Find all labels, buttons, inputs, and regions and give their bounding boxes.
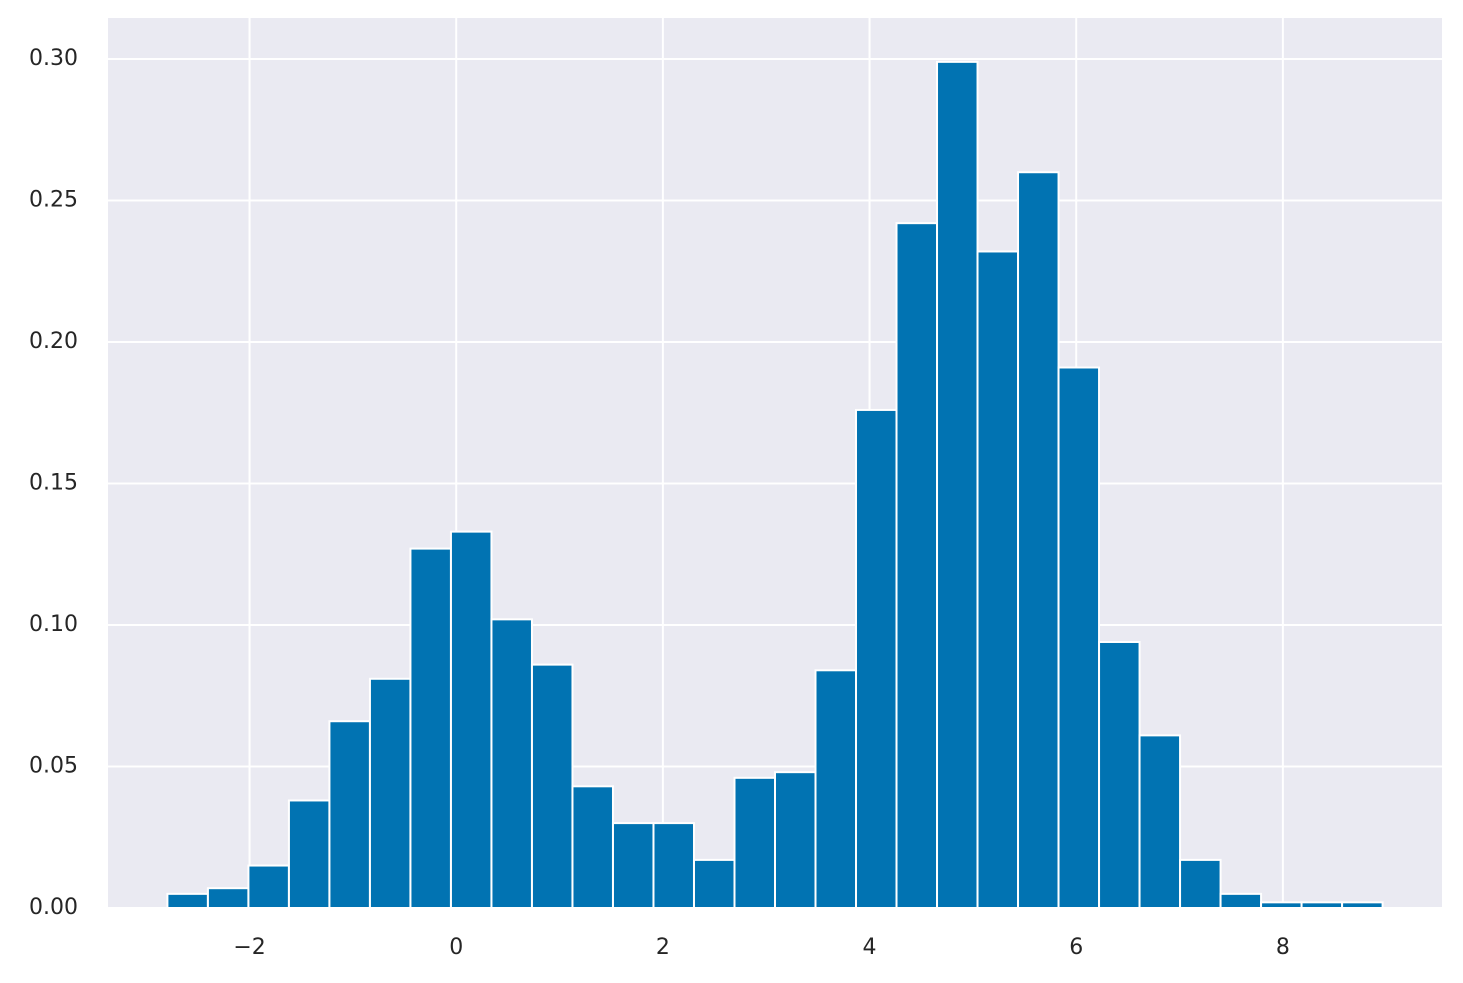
bar: [652, 822, 695, 909]
y-tick-label: 0.20: [29, 329, 78, 354]
bar: [1057, 366, 1101, 909]
bar: [976, 250, 1020, 909]
bar: [733, 776, 776, 910]
bar: [368, 677, 412, 909]
y-tick-label: 0.25: [29, 188, 78, 213]
bar: [774, 771, 817, 909]
bar: [895, 222, 939, 909]
bar: [409, 547, 452, 909]
bar: [1260, 901, 1303, 909]
bar: [449, 530, 493, 910]
bar: [1017, 171, 1060, 909]
bar: [490, 618, 533, 910]
bar: [206, 887, 250, 910]
bar: [1341, 901, 1384, 909]
bar: [1219, 892, 1263, 910]
bar: [936, 60, 979, 909]
bar: [1098, 640, 1141, 910]
bar: [287, 799, 331, 910]
bar: [1138, 734, 1182, 909]
x-tick-label: 8: [1276, 935, 1290, 960]
bar: [814, 669, 858, 910]
x-tick-label: 4: [863, 935, 877, 960]
bar: [692, 858, 736, 910]
bar: [1300, 901, 1344, 909]
y-tick-label: 0.30: [29, 46, 78, 71]
y-tick-label: 0.00: [29, 895, 78, 920]
bar: [530, 663, 574, 909]
y-tick-label: 0.10: [29, 612, 78, 637]
y-tick-label: 0.15: [29, 471, 78, 496]
bar: [611, 822, 655, 909]
x-tick-label: −2: [233, 935, 265, 960]
bar: [1179, 858, 1222, 910]
bar: [247, 864, 290, 910]
x-tick-label: 6: [1069, 935, 1083, 960]
bar: [328, 720, 371, 910]
y-tick-label: 0.05: [29, 754, 78, 779]
bar: [855, 408, 898, 909]
bar: [166, 892, 209, 910]
x-tick-label: 2: [656, 935, 670, 960]
bar: [571, 785, 614, 909]
x-tick-label: 0: [449, 935, 463, 960]
